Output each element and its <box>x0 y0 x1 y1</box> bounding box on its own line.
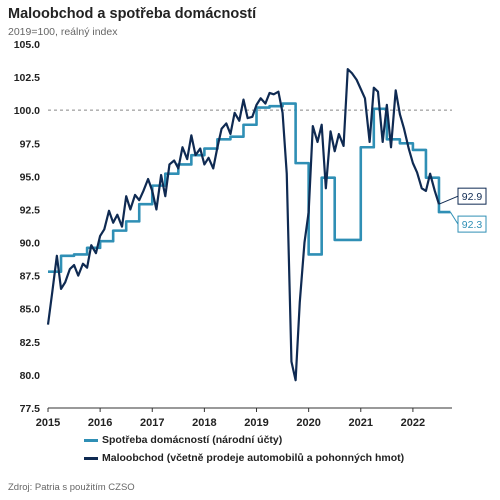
end-label-box-spotreba <box>457 215 487 233</box>
end-label-maloobchod: 92.9 <box>462 191 483 203</box>
y-tick-label: 105.0 <box>14 39 40 51</box>
y-tick-label: 82.5 <box>20 337 41 349</box>
y-tick-label: 85.0 <box>20 304 41 316</box>
y-tick-label: 102.5 <box>14 72 40 84</box>
end-label-spotreba: 92.3 <box>462 219 483 231</box>
series-layer <box>46 68 451 382</box>
y-tick-label: 95.0 <box>20 171 41 183</box>
y-axis: 77.5 80.0 82.5 85.0 87.5 90.0 92.5 95.0 97.5 100.… <box>14 39 40 415</box>
legend-item-spotreba: Spotřeba domácností (národní účty) <box>84 434 282 446</box>
y-tick-label: 92.5 <box>20 204 41 216</box>
end-label-leader-spotreba <box>450 211 459 225</box>
x-tick-label: 2017 <box>140 417 164 429</box>
x-tick-label: 2019 <box>244 417 268 429</box>
legend-label-spotreba: Spotřeba domácností (národní účty) <box>102 434 283 446</box>
x-tick-label: 2022 <box>401 417 425 429</box>
end-label-leader-maloobchod <box>438 195 459 205</box>
x-tick-label: 2018 <box>192 417 216 429</box>
y-tick-label: 97.5 <box>20 138 41 150</box>
legend-item-maloobchod: Maloobchod (včetně prodeje automobilů a … <box>84 452 404 464</box>
source-note: Zdroj: Patria s použitím CZSO <box>8 482 135 493</box>
end-labels: 92.3 92.9 <box>438 187 487 233</box>
series-line-maloobchod <box>46 68 441 382</box>
x-tick-label: 2021 <box>349 417 373 429</box>
y-tick-label: 87.5 <box>20 271 41 283</box>
x-tick-label: 2015 <box>36 417 60 429</box>
x-tick-label: 2020 <box>296 417 320 429</box>
y-tick-label: 100.0 <box>14 105 40 117</box>
legend-swatch-maloobchod <box>84 456 98 460</box>
y-tick-label: 80.0 <box>20 370 41 382</box>
end-label-box-maloobchod <box>457 187 487 205</box>
chart-subtitle: 2019=100, reálný index <box>8 26 118 38</box>
y-tick-label: 77.5 <box>20 403 41 415</box>
legend-label-maloobchod: Maloobchod (včetně prodeje automobilů a … <box>102 452 405 464</box>
x-axis: 2015 2016 2017 2018 2019 2020 2021 2022 <box>36 407 452 429</box>
y-tick-label: 90.0 <box>20 238 41 250</box>
x-tick-label: 2016 <box>88 417 112 429</box>
chart-title: Maloobchod a spotřeba domácností <box>8 6 257 22</box>
legend-swatch-spotreba <box>84 438 98 442</box>
